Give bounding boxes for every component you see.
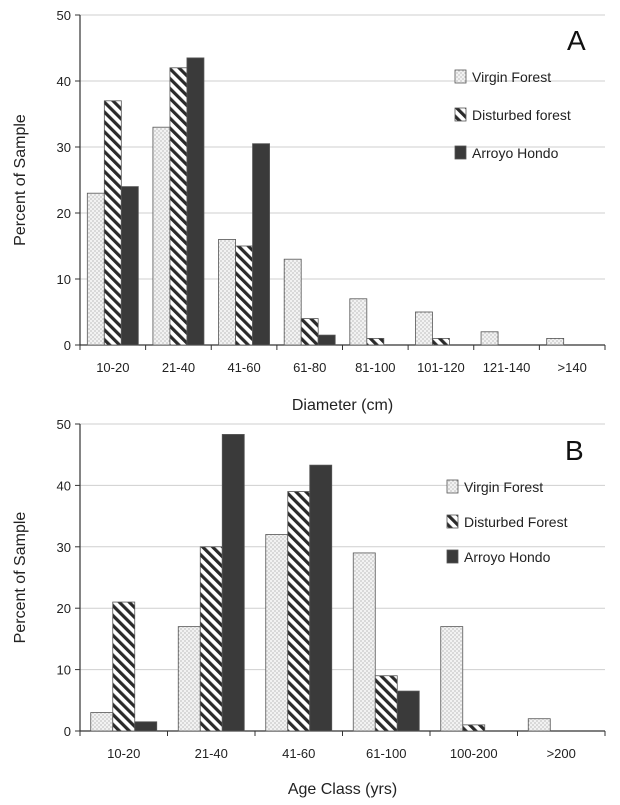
bar-dotted xyxy=(349,298,368,346)
legend-swatch xyxy=(454,145,467,160)
x-tick-label: >200 xyxy=(547,746,576,761)
bar-hatched xyxy=(300,318,319,346)
bar-solid xyxy=(252,143,270,346)
x-tick-label: 10-20 xyxy=(96,360,129,375)
x-tick-label: 61-100 xyxy=(366,746,406,761)
y-tick-label: 20 xyxy=(57,601,71,616)
bar-solid xyxy=(186,57,205,346)
y-tick-label: 0 xyxy=(64,338,71,353)
bar-solid xyxy=(396,690,420,732)
legend-swatch xyxy=(446,549,459,564)
bar-solid xyxy=(309,464,333,732)
bar-dotted xyxy=(352,552,376,732)
bar-hatched xyxy=(103,100,122,346)
legend-label: Arroyo Hondo xyxy=(464,549,551,565)
legend-label: Disturbed Forest xyxy=(464,514,568,530)
x-tick-label: 10-20 xyxy=(107,746,140,761)
y-tick-label: 30 xyxy=(57,140,71,155)
y-tick-label: 50 xyxy=(57,8,71,23)
y-axis-label: Percent of Sample xyxy=(12,512,29,644)
bar-dotted xyxy=(546,337,565,346)
x-axis-label: Age Class (yrs) xyxy=(288,781,397,798)
legend-swatch xyxy=(446,514,459,529)
bar-solid xyxy=(134,721,158,732)
bar-hatched xyxy=(432,337,450,346)
bar-hatched xyxy=(199,546,223,732)
x-tick-label: >140 xyxy=(558,360,587,375)
y-tick-label: 0 xyxy=(64,724,71,739)
x-tick-label: 41-60 xyxy=(282,746,315,761)
bar-dotted xyxy=(218,238,236,346)
x-tick-label: 81-100 xyxy=(355,360,395,375)
bar-dotted xyxy=(265,534,289,732)
bar-dotted xyxy=(527,718,551,732)
bar-dotted xyxy=(415,311,433,346)
bar-dotted xyxy=(86,192,105,346)
bar-dotted xyxy=(152,126,171,346)
legend-label: Virgin Forest xyxy=(464,479,543,495)
bar-hatched xyxy=(169,67,188,346)
bar-dotted xyxy=(177,626,201,732)
x-axis-label: Diameter (cm) xyxy=(292,397,393,414)
bar-hatched xyxy=(287,491,311,732)
x-tick-label: 21-40 xyxy=(195,746,228,761)
legend-swatch xyxy=(446,479,459,494)
x-tick-label: 100-200 xyxy=(450,746,498,761)
x-tick-label: 61-80 xyxy=(293,360,326,375)
legend-label: Disturbed forest xyxy=(472,107,571,123)
bar-solid xyxy=(221,434,245,732)
bar-dotted xyxy=(90,712,114,732)
y-axis-label: Percent of Sample xyxy=(12,114,29,246)
bar-hatched xyxy=(374,675,398,732)
panel-letter: B xyxy=(565,435,584,466)
legend-label: Virgin Forest xyxy=(472,69,551,85)
y-tick-label: 20 xyxy=(57,206,71,221)
x-tick-label: 121-140 xyxy=(483,360,531,375)
y-tick-label: 40 xyxy=(57,478,71,493)
bar-solid xyxy=(317,334,336,346)
chart-panel-b: 0 10 20 30 40 50 10-20 21-40 41-60 61-100 100-200 >… xyxy=(12,417,606,798)
y-tick-label: 30 xyxy=(57,540,71,555)
bar-hatched xyxy=(235,245,253,346)
bar-hatched xyxy=(462,724,486,732)
bar-dotted xyxy=(480,331,499,346)
x-tick-label: 21-40 xyxy=(162,360,195,375)
y-tick-label: 10 xyxy=(57,663,71,678)
y-tick-label: 40 xyxy=(57,74,71,89)
legend-swatch xyxy=(454,107,467,122)
bar-solid xyxy=(120,186,139,346)
y-tick-label: 50 xyxy=(57,417,71,432)
y-tick-label: 10 xyxy=(57,272,71,287)
bar-hatched xyxy=(366,337,385,346)
x-tick-label: 101-120 xyxy=(417,360,465,375)
panel-letter: A xyxy=(567,25,586,56)
legend-swatch xyxy=(454,69,467,84)
bar-dotted xyxy=(440,626,464,732)
x-tick-label: 41-60 xyxy=(227,360,260,375)
bar-dotted xyxy=(283,258,302,346)
bar-hatched xyxy=(112,601,136,732)
legend-label: Arroyo Hondo xyxy=(472,145,559,161)
chart-panel-a: 0 10 20 30 40 50 10-20 21-40 41-60 61-80 81-100 101… xyxy=(12,8,606,414)
